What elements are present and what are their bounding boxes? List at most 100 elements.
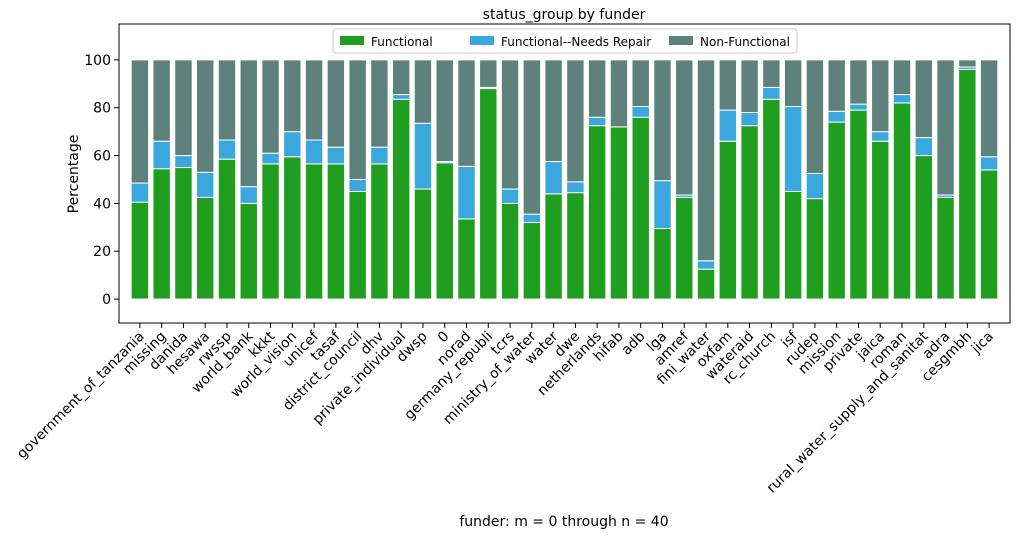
bar-dhv-series-1 [370, 146, 389, 165]
bar-tcrs-series-2 [500, 59, 520, 190]
y-tick-label: 100 [84, 53, 111, 69]
bar-private_individual-series-2 [391, 59, 411, 96]
bar-lga-series-1 [653, 180, 672, 230]
bar-dwsp-series-2 [413, 59, 433, 124]
bar-missing-series-2 [152, 59, 171, 142]
bar-fini_water-series-1 [696, 260, 716, 270]
bar-tcrs-series-1 [500, 188, 520, 204]
bar-rwssp-series-1 [217, 139, 237, 160]
bar-mission-series-1 [827, 110, 846, 123]
bar-district_council-series-2 [348, 59, 367, 180]
bar-ministry_of_water-series-0 [522, 222, 542, 300]
bar-cesgmbh-series-2 [958, 59, 977, 68]
bar-private-series-1 [849, 103, 868, 111]
bar-water-series-0 [544, 193, 563, 300]
bar-hesawa-series-0 [196, 196, 215, 300]
bar-oxfam-series-0 [718, 140, 738, 300]
bar-private_individual-series-1 [391, 94, 411, 100]
bar-missing-series-1 [152, 140, 171, 170]
bar-wateraid-series-2 [740, 59, 759, 113]
bar-rural_water_supply_and_sanitat-series-2 [914, 59, 934, 139]
bar-adra-series-2 [936, 59, 955, 196]
y-tick-label: 20 [93, 244, 111, 260]
bar-roman-series-1 [892, 94, 912, 104]
bar-jaica-series-2 [871, 59, 890, 133]
bar-rwssp-series-0 [217, 158, 237, 300]
bar-private-series-0 [849, 109, 868, 300]
bar-tasaf-series-1 [326, 146, 346, 165]
bar-cesgmbh-series-0 [958, 68, 977, 300]
x-axis: government_of_tanzaniamissingdanidahesaw… [14, 323, 997, 496]
chart-title: status_group by funder [483, 7, 646, 23]
bar-0-series-0 [435, 162, 454, 300]
bar-ministry_of_water-series-1 [522, 213, 542, 224]
bar-germany_republi-series-2 [479, 59, 498, 88]
bar-rudep-series-1 [805, 173, 825, 200]
bar-tasaf-series-0 [326, 163, 346, 300]
bar-government_of_tanzania-series-1 [130, 182, 150, 203]
bar-unicef-series-1 [304, 139, 324, 165]
legend-swatch-1 [470, 36, 494, 45]
bar-rural_water_supply_and_sanitat-series-1 [914, 137, 934, 157]
bar-dwe-series-1 [566, 181, 585, 194]
bar-roman-series-0 [892, 102, 912, 300]
bar-jaica-series-0 [871, 140, 890, 300]
y-axis-label: Percentage [66, 135, 82, 214]
bar-dwsp-series-0 [413, 188, 433, 300]
bar-world_bank-series-1 [239, 186, 258, 204]
bar-jica-series-2 [979, 59, 999, 158]
bar-rc_church-series-1 [762, 86, 781, 100]
bar-kkkt-series-2 [261, 59, 280, 154]
bar-private_individual-series-0 [391, 98, 411, 300]
bar-dhv-series-2 [370, 59, 389, 148]
legend-swatch-2 [669, 36, 693, 45]
bar-amref-series-2 [675, 59, 694, 196]
bar-oxfam-series-1 [718, 109, 738, 142]
bar-world_vision-series-0 [283, 156, 302, 300]
bar-fini_water-series-2 [696, 59, 716, 262]
x-tick-label: government_of_tanzania [14, 329, 148, 463]
legend-label-1: Functional--Needs Repair [501, 35, 651, 49]
y-tick-label: 60 [93, 149, 111, 165]
bar-kkkt-series-1 [261, 152, 280, 165]
bar-germany_republi-series-0 [479, 88, 498, 300]
bar-netherlands-series-2 [587, 59, 607, 118]
bar-lga-series-0 [653, 228, 672, 300]
legend: Functional Functional--Needs Repair Non-Fu… [332, 28, 798, 54]
bar-world_vision-series-2 [283, 59, 302, 133]
bar-water-series-1 [544, 161, 563, 195]
bar-jaica-series-1 [871, 131, 890, 142]
bar-adb-series-0 [631, 116, 650, 300]
bar-wateraid-series-0 [740, 125, 759, 300]
bar-district_council-series-0 [348, 190, 367, 300]
bar-missing-series-0 [152, 168, 171, 300]
bar-hesawa-series-2 [196, 59, 215, 173]
bar-amref-series-0 [675, 196, 694, 300]
bar-private-series-2 [849, 59, 868, 105]
bar-rc_church-series-0 [762, 98, 781, 300]
bar-world_bank-series-2 [239, 59, 258, 188]
bar-hifab-series-2 [609, 59, 629, 128]
plot-frame [118, 23, 1011, 324]
bar-unicef-series-2 [304, 59, 324, 141]
bar-government_of_tanzania-series-0 [130, 201, 150, 300]
bar-adb-series-1 [631, 106, 650, 118]
legend-label-0: Functional [371, 35, 433, 49]
bar-danida-series-2 [174, 59, 193, 157]
bar-tasaf-series-2 [326, 59, 346, 148]
bar-fini_water-series-0 [696, 268, 716, 300]
y-tick-label: 0 [102, 292, 111, 308]
bar-netherlands-series-0 [587, 125, 607, 300]
bar-lga-series-2 [653, 59, 672, 182]
bar-norad-series-2 [457, 59, 476, 167]
bar-mission-series-2 [827, 59, 846, 112]
bar-world_vision-series-1 [283, 131, 302, 158]
bar-isf-series-2 [783, 59, 803, 108]
bar-dwsp-series-1 [413, 122, 433, 190]
x-tick-label: jica [968, 329, 997, 358]
bar-norad-series-0 [457, 218, 476, 300]
y-axis: 0 20 40 60 80 100 [84, 53, 119, 308]
bar-rwssp-series-2 [217, 59, 237, 141]
